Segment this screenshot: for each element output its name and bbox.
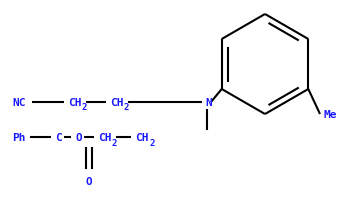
- Text: O: O: [86, 176, 92, 186]
- Text: CH: CH: [135, 132, 149, 142]
- Text: NC: NC: [12, 98, 25, 108]
- Text: 2: 2: [124, 103, 129, 112]
- Text: CH: CH: [68, 98, 81, 108]
- Text: CH: CH: [110, 98, 123, 108]
- Text: N: N: [205, 98, 212, 108]
- Text: Ph: Ph: [12, 132, 25, 142]
- Text: 2: 2: [112, 138, 117, 147]
- Text: Me: Me: [323, 110, 336, 119]
- Text: 2: 2: [82, 103, 87, 112]
- Text: CH: CH: [98, 132, 112, 142]
- Text: C: C: [55, 132, 62, 142]
- Text: 2: 2: [149, 138, 154, 147]
- Text: O: O: [75, 132, 82, 142]
